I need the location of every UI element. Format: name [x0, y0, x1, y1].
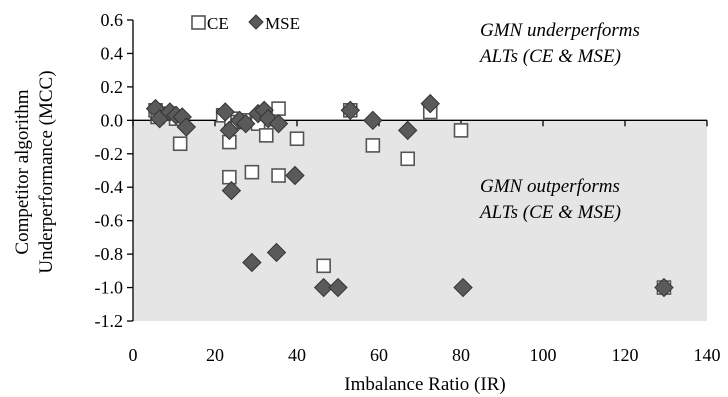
- mse-point: [242, 252, 262, 273]
- ce-point: [244, 164, 260, 180]
- y-tick-label: -0.8: [95, 244, 124, 264]
- y-tick-label: 0.4: [101, 43, 124, 63]
- ce-point: [271, 101, 286, 116]
- legend-mse-label: MSE: [265, 14, 300, 33]
- y-tick-label: -0.4: [95, 177, 124, 197]
- x-tick-label: 60: [370, 345, 388, 365]
- mse-point: [420, 93, 440, 114]
- x-tick-label: 80: [452, 345, 470, 365]
- mse-point: [363, 110, 383, 131]
- annotation-underperforms-line2: ALTs (CE & MSE): [478, 46, 621, 67]
- series-mse: [145, 93, 674, 298]
- mse-point: [176, 117, 197, 137]
- y-tick-label: -1.2: [95, 311, 124, 331]
- shaded-region: [133, 120, 707, 321]
- x-tick-label: 100: [530, 345, 557, 365]
- ce-point: [258, 128, 274, 143]
- x-axis-title: Imbalance Ratio (IR): [344, 374, 505, 395]
- legend-ce-label: CE: [207, 14, 229, 33]
- x-tick-label: 20: [206, 345, 224, 365]
- mse-point: [221, 180, 242, 201]
- mse-point: [340, 100, 361, 121]
- mse-point: [453, 277, 473, 298]
- x-tick-label: 0: [129, 345, 138, 365]
- annotation-underperforms-line1: GMN underperforms: [480, 20, 640, 41]
- ce-point: [365, 138, 381, 153]
- annotation-outperforms-line1: GMN outperforms: [480, 176, 620, 197]
- mse-point: [219, 120, 240, 141]
- ce-point: [289, 131, 305, 147]
- ce-point: [400, 151, 416, 167]
- mse-point: [397, 120, 418, 141]
- mse-point: [328, 277, 348, 298]
- y-tick-label: -1.0: [95, 278, 124, 298]
- x-tick-label: 120: [612, 345, 639, 365]
- legend-ce-marker: [191, 15, 206, 30]
- ce-point: [453, 123, 469, 138]
- x-tick-labels: 0 20 40 60 80 100 120 140: [129, 345, 721, 365]
- y-tick-label: -0.2: [95, 144, 124, 164]
- y-axis-title-line1: Competitor algorithm: [12, 89, 33, 254]
- ce-point: [271, 168, 286, 183]
- mse-point: [236, 113, 256, 134]
- mse-point: [313, 277, 334, 298]
- y-tick-label: 0.2: [101, 77, 124, 97]
- legend: CE MSE: [191, 14, 300, 33]
- mse-point: [268, 113, 289, 134]
- ce-point: [172, 136, 188, 152]
- ce-point: [222, 169, 237, 185]
- x-tick-label: 40: [288, 345, 306, 365]
- y-axis-title-line2: Underperformance (MCC): [36, 70, 57, 273]
- y-tick-label: -0.6: [95, 211, 124, 231]
- mse-point: [654, 277, 674, 298]
- mse-point: [285, 165, 305, 186]
- y-tick-label: 0.6: [101, 10, 124, 30]
- x-tick-label: 140: [694, 345, 721, 365]
- mse-point: [215, 102, 235, 122]
- legend-mse-marker: [248, 14, 264, 30]
- y-tick-labels: 0.6 0.4 0.2 0.0 -0.2 -0.4 -0.6 -0.8 -1.0 -1.2: [95, 10, 124, 331]
- annotation-outperforms-line2: ALTs (CE & MSE): [478, 202, 621, 223]
- mse-point: [266, 242, 287, 263]
- ce-point: [316, 258, 331, 274]
- y-tick-label: 0.0: [101, 110, 124, 130]
